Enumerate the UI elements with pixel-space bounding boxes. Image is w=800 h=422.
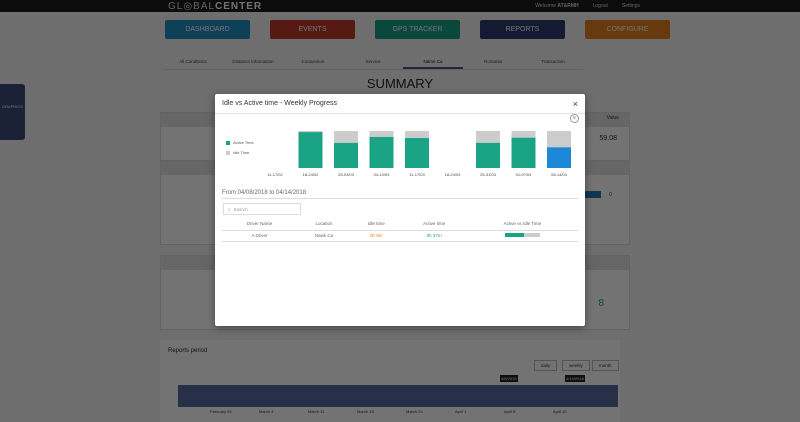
bar-active	[511, 137, 536, 168]
timeline-slider[interactable]	[178, 385, 618, 407]
bar-idle	[369, 131, 394, 137]
daily-button[interactable]: daily	[534, 360, 558, 371]
bar-idle	[476, 131, 500, 143]
bar-active	[369, 136, 394, 168]
table-row[interactable]: A Driver Nawk Ca 0h 9m 0h 37m	[222, 230, 578, 242]
bar-active	[405, 138, 429, 168]
legend-idle: Idle Time	[226, 150, 254, 155]
bar-active	[547, 147, 571, 168]
bar-idle	[547, 131, 571, 148]
range-start-marker: 4/8/2018	[500, 375, 518, 382]
settings-link[interactable]: Settings	[621, 3, 640, 9]
search-input[interactable]: ⌕ Search	[223, 203, 301, 215]
subnav-tab[interactable]: Transaction	[541, 59, 565, 64]
search-icon: ⌕	[228, 206, 231, 212]
x-tick-label: 25-31/03	[480, 172, 497, 177]
subnav-tab[interactable]: All Conditions	[179, 59, 207, 64]
x-tick-label: 01-07/04	[516, 172, 533, 177]
bar-active	[476, 142, 500, 168]
weekly-progress-modal: Idle vs Active time - Weekly Progress × ≡…	[215, 94, 585, 326]
x-tick-label: 08-14/04	[551, 172, 568, 177]
nav-dashboard[interactable]: DASHBOARD	[165, 20, 250, 39]
main-nav: DASHBOARD EVENTS GPS TRACKER REPORTS CONFIGU…	[0, 12, 800, 56]
timeline-tick: March 4	[259, 409, 274, 414]
timeline-tick: March 18	[357, 409, 374, 414]
driver-table: Driver Name Location Idle time Active time A…	[222, 218, 578, 242]
bar-active	[334, 142, 358, 168]
chart-legend: Active Time Idle Time	[226, 140, 254, 160]
active-vs-idle-bar	[504, 233, 540, 237]
chart-menu-icon[interactable]: ≡	[570, 114, 579, 123]
close-icon[interactable]: ×	[572, 98, 578, 109]
modal-title: Idle vs Active time - Weekly Progress	[222, 100, 338, 107]
logo: GL◎BALCENTER	[168, 0, 263, 12]
timeline-tick: April 1	[455, 409, 467, 414]
month-button[interactable]: month	[592, 360, 619, 371]
bar-idle	[511, 131, 536, 138]
x-tick-label: 04-10/03	[374, 172, 391, 177]
subnav-tab[interactable]: Name Ca	[403, 56, 463, 69]
bar-idle	[405, 131, 429, 139]
range-end-marker: 4/14/2018	[565, 375, 585, 382]
timeline-tick: March 24	[406, 409, 423, 414]
reports-period-panel: Reports period daily weekly month 4/8/20…	[160, 340, 620, 422]
weekly-button[interactable]: weekly	[562, 360, 590, 371]
nav-configure[interactable]: CONFIGURE	[585, 20, 670, 39]
subnav-tab[interactable]: Distance Information	[232, 59, 274, 64]
nav-gps-tracker[interactable]: GPS TRACKER	[375, 20, 460, 39]
legend-active: Active Time	[226, 140, 254, 145]
subnav-tab[interactable]: Connection	[301, 59, 325, 64]
bar-active	[298, 132, 323, 168]
nav-reports[interactable]: REPORTS	[480, 20, 565, 39]
subnav-tab[interactable]: Romania	[483, 59, 502, 64]
top-bar: GL◎BALCENTER Welcome AT&RMH Logout Setting…	[0, 0, 800, 12]
subnav-tab[interactable]: Service	[365, 59, 381, 64]
bar-idle	[298, 131, 323, 133]
logout-link[interactable]: Logout	[592, 3, 608, 9]
graphics-side-tab[interactable]: GRAPHICS	[0, 84, 25, 140]
date-range: From 04/08/2018 to 04/14/2018	[222, 190, 578, 199]
page-title: SUMMARY	[366, 76, 434, 91]
nav-events[interactable]: EVENTS	[270, 20, 355, 39]
x-tick-label: 18-24/03	[445, 172, 462, 177]
sub-nav: All Conditions Distance Information Connec…	[163, 56, 583, 70]
timeline-tick: April 8	[504, 409, 516, 414]
weekly-bar-chart: 11-17/02 18-24/02 25-03/03 04-10/03 11-17/03…	[267, 131, 571, 177]
timeline-tick: March 11	[308, 409, 325, 414]
timeline-tick: February 26	[210, 409, 232, 414]
x-tick-label: 11-17/02	[267, 172, 283, 177]
welcome-text: Welcome AT&RMH	[535, 3, 579, 9]
x-tick-label: 11-17/03	[409, 172, 425, 177]
x-tick-label: 18-24/02	[303, 172, 320, 177]
timeline-tick: April 15	[553, 409, 567, 414]
x-tick-label: 25-03/03	[338, 172, 355, 177]
bar-idle	[334, 131, 358, 143]
